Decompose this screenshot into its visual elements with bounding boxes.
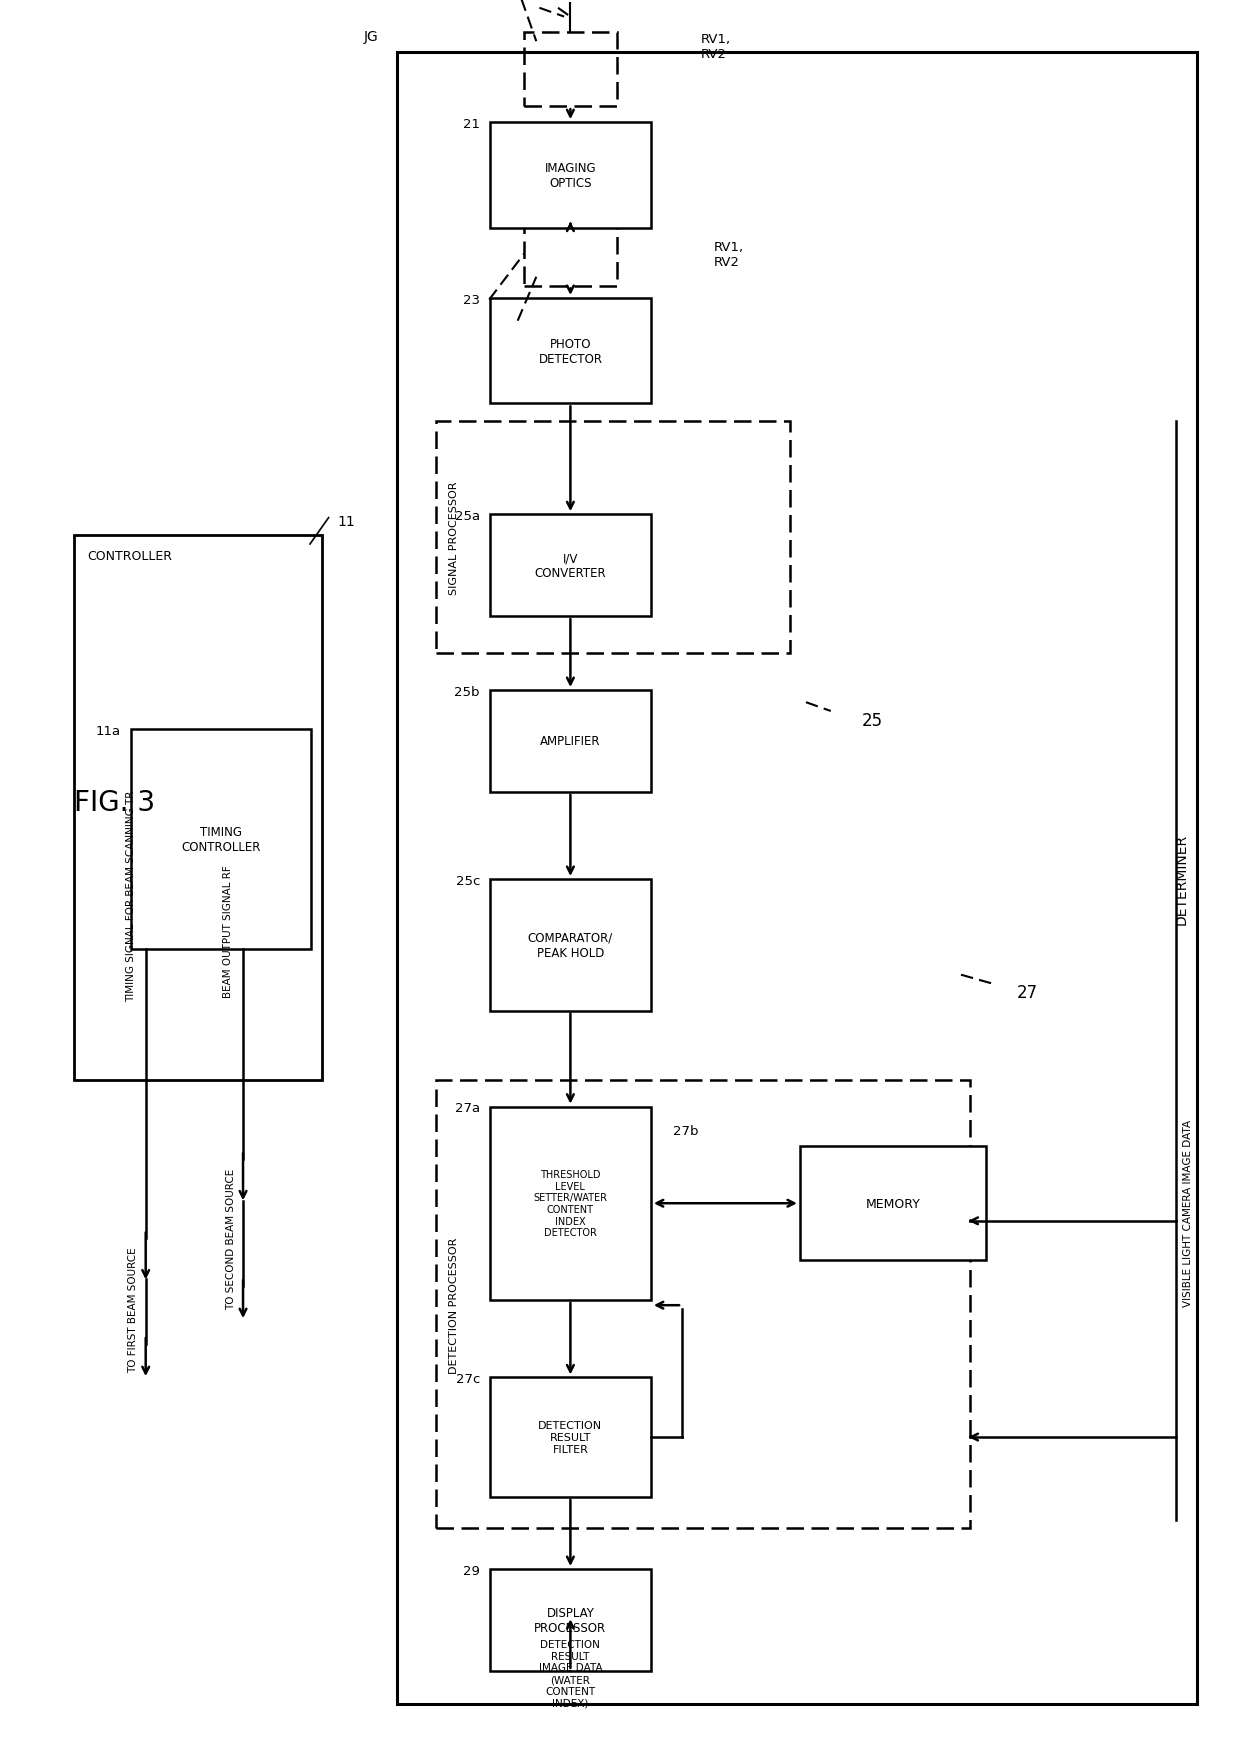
Text: 25c: 25c [455,875,480,887]
Bar [490,515,651,617]
Bar [490,123,651,228]
Text: RV1,
RV2: RV1, RV2 [714,241,744,269]
Text: JG: JG [363,30,378,44]
Text: 23: 23 [463,293,480,306]
Text: IMAGING
OPTICS: IMAGING OPTICS [544,162,596,190]
Text: THRESHOLD
LEVEL
SETTER/WATER
CONTENT
INDEX
DETECTOR: THRESHOLD LEVEL SETTER/WATER CONTENT IND… [533,1170,608,1237]
Bar [490,1569,651,1671]
Bar [490,1107,651,1300]
Text: 27c: 27c [455,1372,480,1385]
Text: DISPLAY
PROCESSOR: DISPLAY PROCESSOR [534,1606,606,1634]
Bar [525,220,618,286]
Text: 27a: 27a [455,1102,480,1114]
Text: TO SECOND BEAM SOURCE: TO SECOND BEAM SOURCE [226,1168,236,1309]
Text: TIMING
CONTROLLER: TIMING CONTROLLER [181,826,260,854]
Text: 21: 21 [463,118,480,130]
Text: 25b: 25b [454,685,480,698]
Text: 29: 29 [463,1564,480,1576]
Bar [490,878,651,1010]
Bar [800,1147,986,1262]
Text: FIG. 3: FIG. 3 [74,789,155,817]
Text: 11a: 11a [95,724,122,738]
Bar [490,691,651,792]
Bar [74,536,322,1081]
Text: AMPLIFIER: AMPLIFIER [541,734,600,748]
Text: DETECTION
RESULT
FILTER: DETECTION RESULT FILTER [538,1421,603,1453]
Text: I/V
CONVERTER: I/V CONVERTER [534,552,606,580]
Bar [490,299,651,404]
Bar [525,33,618,107]
Text: SIGNAL PROCESSOR: SIGNAL PROCESSOR [449,481,459,594]
Text: COMPARATOR/
PEAK HOLD: COMPARATOR/ PEAK HOLD [528,931,613,959]
Text: 25a: 25a [455,510,480,522]
Text: 27: 27 [1017,984,1038,1001]
Bar [490,1377,651,1497]
Text: 11: 11 [337,515,355,529]
Text: VISIBLE LIGHT CAMERA IMAGE DATA: VISIBLE LIGHT CAMERA IMAGE DATA [1183,1119,1193,1305]
Text: DETECTION PROCESSOR: DETECTION PROCESSOR [449,1237,459,1372]
Text: DETECTION
RESULT
IMAGE DATA
(WATER
CONTENT
INDEX): DETECTION RESULT IMAGE DATA (WATER CONTE… [538,1639,603,1708]
Text: PHOTO
DETECTOR: PHOTO DETECTOR [538,337,603,365]
Text: RV1,
RV2: RV1, RV2 [701,33,730,61]
Bar [397,53,1197,1704]
Bar [436,422,790,654]
Bar [131,731,310,949]
Text: MEMORY: MEMORY [866,1197,920,1211]
Text: 27b: 27b [673,1124,699,1137]
Text: TO FIRST BEAM SOURCE: TO FIRST BEAM SOURCE [128,1246,139,1372]
Bar [436,1081,970,1529]
Text: CONTROLLER: CONTROLLER [87,550,172,562]
Text: TIMING SIGNAL FOR BEAM SCANNING TR: TIMING SIGNAL FOR BEAM SCANNING TR [125,791,136,1001]
Text: DETERMINER: DETERMINER [1174,833,1189,924]
Text: BEAM OUTPUT SIGNAL RF: BEAM OUTPUT SIGNAL RF [223,864,233,998]
Text: 25: 25 [862,712,883,729]
